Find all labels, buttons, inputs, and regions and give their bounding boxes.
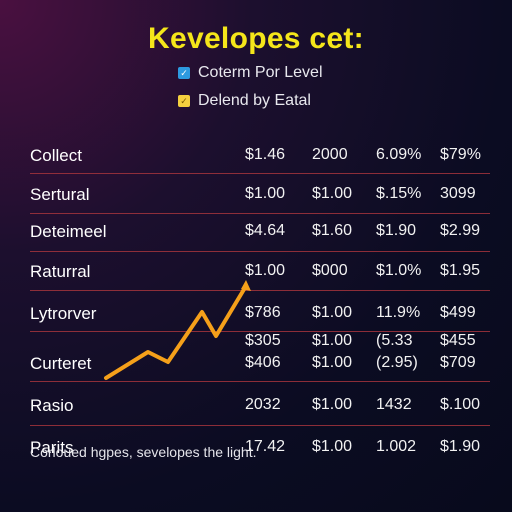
legend-item-2[interactable]: ✓ Delend by Eatal [178, 92, 311, 110]
table-cell: $4.64 [245, 222, 286, 239]
legend-label: Delend by Eatal [198, 92, 311, 109]
table-cell: 6.09% [376, 146, 422, 163]
legend-label: Coterm Por Level [198, 64, 323, 81]
table-cell: $1.00 [312, 438, 353, 455]
row-label: Parits [30, 438, 74, 457]
table-cell: (2.95) [376, 354, 418, 371]
table-cell: $000 [312, 262, 348, 279]
table-cell: 2000 [312, 146, 348, 163]
row-label: Lytrorver [30, 304, 97, 323]
table-row[interactable]: Sertural $1.00 $1.00 $.15% 3099 [0, 174, 512, 214]
table-row[interactable]: Lytrorver $786 $1.00 11.9% $499 [0, 292, 512, 332]
table-cell: $1.0% [376, 262, 422, 279]
table-cell: $455 [440, 332, 476, 349]
row-label: Rasio [30, 396, 74, 415]
table-cell: $.100 [440, 396, 481, 413]
table-cell: $1.00 [312, 304, 353, 321]
row-label: Collect [30, 146, 82, 165]
checkbox-icon[interactable]: ✓ [178, 95, 190, 107]
table-row[interactable]: Collect $1.46 2000 6.09% $79% [0, 134, 512, 174]
table-cell: $1.60 [312, 222, 353, 239]
table-cell: $2.99 [440, 222, 481, 239]
table-cell: 11.9% [376, 304, 421, 321]
table-cell: $1.00 [312, 332, 353, 349]
table-cell: $499 [440, 304, 476, 321]
footer-caption: Corloued hgpes, sevelopes the light. [30, 444, 257, 460]
table-cell: $1.00 [312, 354, 353, 371]
table-row[interactable]: Parits 17.42 $1.00 1.002 $1.90 [0, 426, 512, 466]
table-row[interactable]: Curteret $406 $1.00 (2.95) $709 [0, 354, 512, 382]
row-divider [30, 251, 490, 252]
table-row[interactable]: Raturral $1.00 $000 $1.0% $1.95 [0, 251, 512, 291]
row-divider [30, 173, 490, 174]
table-cell: $709 [440, 354, 476, 371]
table-cell: 17.42 [245, 438, 286, 455]
table-row[interactable]: $305 $1.00 (5.33 $455 [0, 332, 512, 354]
table-cell: $1.00 [245, 185, 286, 202]
table-cell: 1432 [376, 396, 412, 413]
row-label: Deteimeel [30, 222, 107, 241]
page-title: Kevelopes cet: [148, 22, 364, 55]
row-divider [30, 381, 490, 382]
table-cell: $1.90 [376, 222, 417, 239]
row-divider [30, 425, 490, 426]
table-cell: $305 [245, 332, 281, 349]
table-cell: 2032 [245, 396, 281, 413]
table-cell: $1.90 [440, 438, 481, 455]
table-cell: 3099 [440, 185, 476, 202]
table-cell: $1.00 [245, 262, 286, 279]
table-cell: $1.00 [312, 396, 353, 413]
checkbox-icon[interactable]: ✓ [178, 67, 190, 79]
row-divider [30, 213, 490, 214]
table-cell: $1.00 [312, 185, 353, 202]
table-cell: 1.002 [376, 438, 417, 455]
table-cell: $786 [245, 304, 281, 321]
row-label: Raturral [30, 262, 91, 281]
row-label: Sertural [30, 185, 90, 204]
table-cell: (5.33 [376, 332, 413, 349]
row-divider [30, 331, 490, 332]
table-cell: $79% [440, 146, 481, 163]
table-cell: $.15% [376, 185, 422, 202]
table-cell: $1.95 [440, 262, 481, 279]
table-cell: $1.46 [245, 146, 286, 163]
legend-item-1[interactable]: ✓ Coterm Por Level [178, 64, 323, 82]
table-row[interactable]: Deteimeel $4.64 $1.60 $1.90 $2.99 [0, 212, 512, 252]
row-label: Curteret [30, 354, 92, 373]
table-cell: $406 [245, 354, 281, 371]
row-divider [30, 290, 490, 291]
table-row[interactable]: Rasio 2032 $1.00 1432 $.100 [0, 382, 512, 426]
